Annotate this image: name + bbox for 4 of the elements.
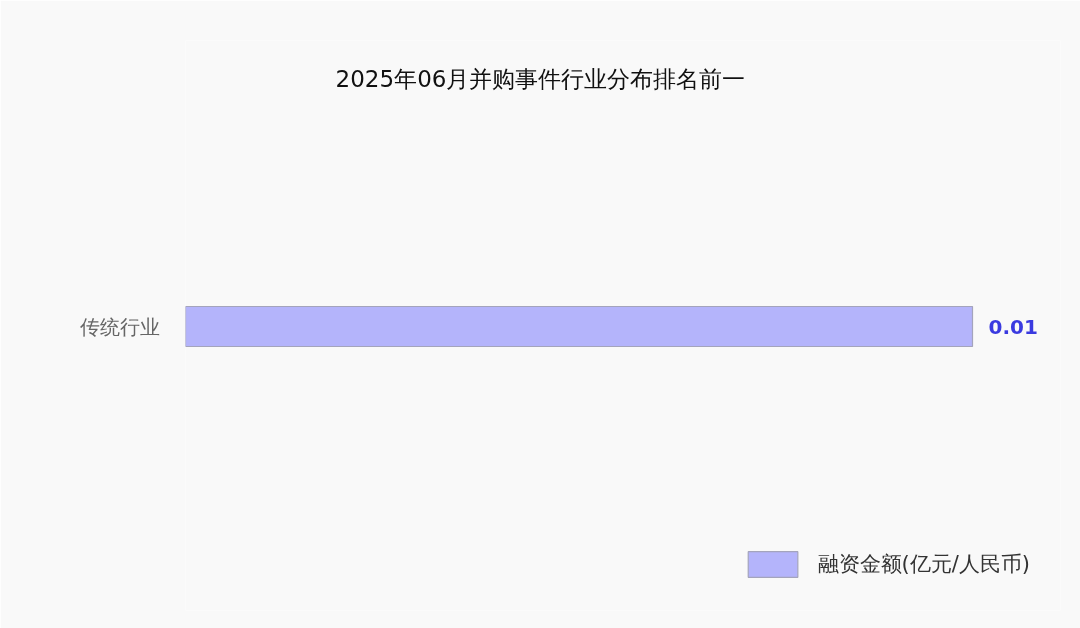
chart-title: 2025年06月并购事件行业分布排名前一 [335,65,746,92]
legend-label: 融资金额(亿元/人民币) [817,551,1030,578]
data-label: 0.01 [988,314,1038,339]
y-tick-label: 传统行业 [79,314,160,339]
